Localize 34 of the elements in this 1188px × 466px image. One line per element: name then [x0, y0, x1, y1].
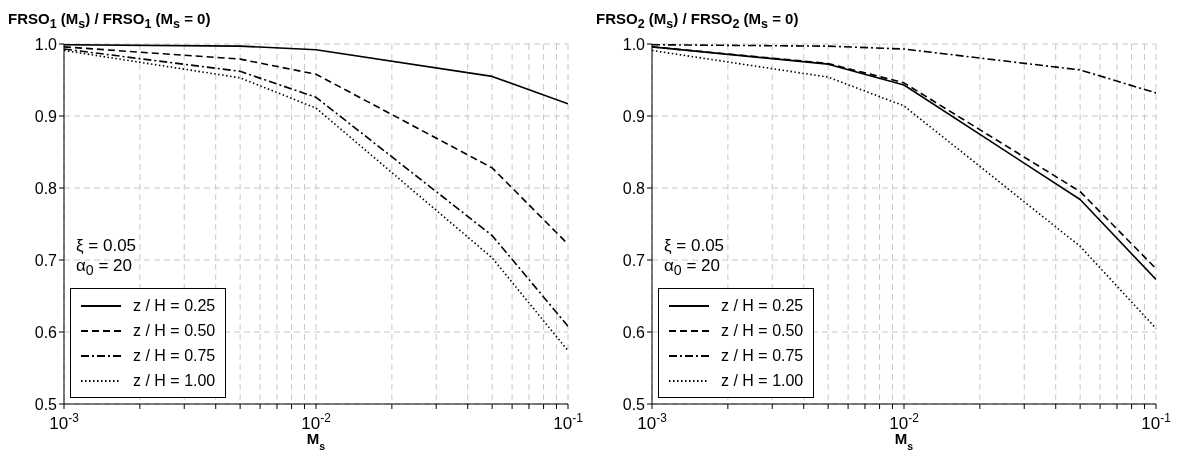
legend-label: z / H = 1.00: [133, 371, 216, 390]
annotation: ξ = 0.05: [664, 235, 725, 256]
legend-label: z / H = 0.25: [721, 296, 804, 315]
annotation: α$_{0}$ = 20: [664, 255, 721, 280]
y-tick-label: 1.0: [622, 35, 646, 53]
y-tick-label: 0.5: [34, 395, 58, 413]
legend-label: z / H = 0.50: [133, 321, 216, 340]
x-tick-label: 10$^{-3}$: [637, 411, 668, 433]
legend-label: z / H = 0.25: [133, 296, 216, 315]
y-tick-label: 0.7: [34, 251, 58, 269]
y-tick-label: 0.8: [34, 179, 58, 197]
y-tick-label: 0.9: [622, 107, 646, 125]
x-axis-title: M$_{s}$: [306, 430, 326, 452]
legend-label: z / H = 1.00: [721, 371, 804, 390]
text: FRSO$_{1}$ (M$_{s}$) / FRSO$_{1}$ (M$_{s}$ = 0): [8, 10, 211, 31]
x-tick-label: 10$^{-1}$: [553, 411, 584, 433]
y-tick-label: 0.5: [622, 395, 646, 413]
x-tick-label: 10$^{-2}$: [301, 411, 332, 433]
x-tick-label: 10$^{-3}$: [49, 411, 80, 433]
x-axis-title: M$_{s}$: [894, 430, 914, 452]
annotation: α$_{0}$ = 20: [76, 255, 133, 280]
x-tick-label: 10$^{-2}$: [889, 411, 920, 433]
y-tick-label: 0.8: [622, 179, 646, 197]
y-tick-label: 0.6: [34, 323, 58, 341]
legend-label: z / H = 0.50: [721, 321, 804, 340]
annotation: ξ = 0.05: [76, 235, 137, 256]
x-tick-label: 10$^{-1}$: [1141, 411, 1172, 433]
legend-label: z / H = 0.75: [133, 346, 216, 365]
text: FRSO$_{2}$ (M$_{s}$) / FRSO$_{2}$ (M$_{s}$ = 0): [596, 10, 799, 31]
y-tick-label: 1.0: [34, 35, 58, 53]
legend-label: z / H = 0.75: [721, 346, 804, 365]
y-tick-label: 0.6: [622, 323, 646, 341]
y-tick-label: 0.9: [34, 107, 58, 125]
y-tick-label: 0.7: [622, 251, 646, 269]
